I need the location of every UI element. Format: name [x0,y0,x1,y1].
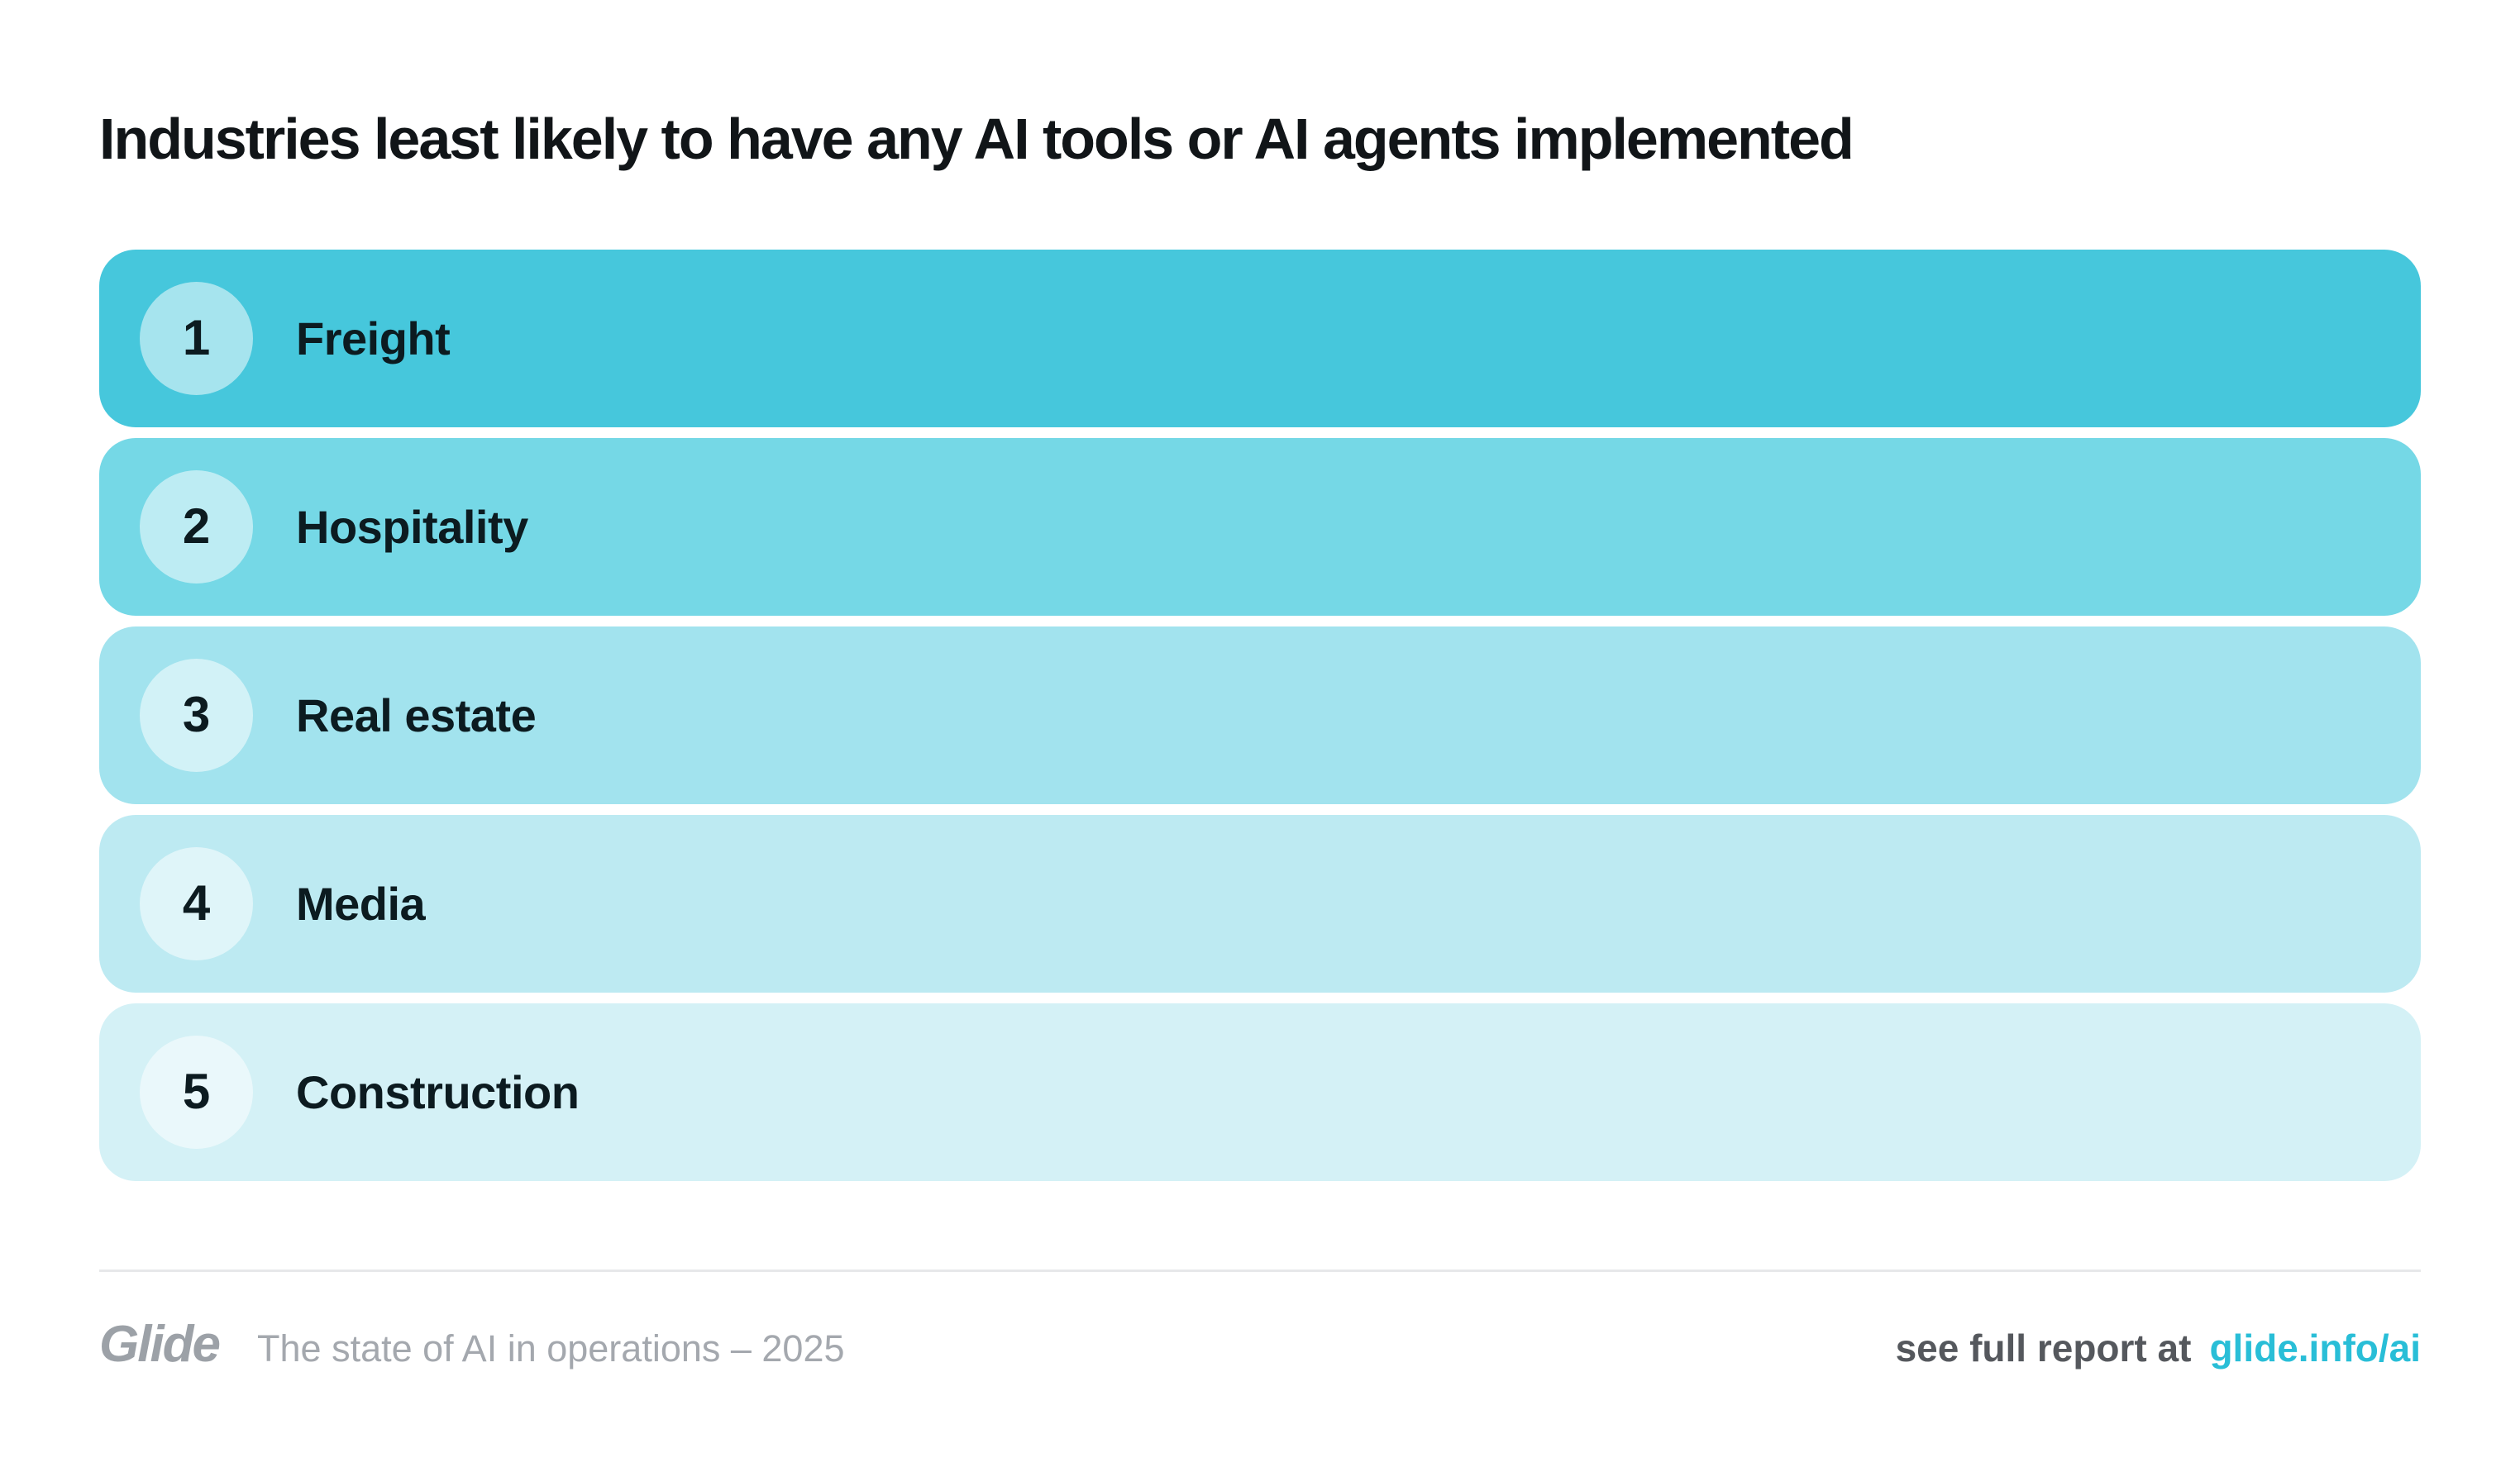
rank-bar-construction: 5 Construction [99,1003,2421,1181]
report-link[interactable]: glide.info/ai [2209,1326,2421,1370]
rank-bar-real-estate: 3 Real estate [99,626,2421,804]
footer-divider [99,1269,2421,1272]
report-source: The state of AI in operations – 2025 [257,1327,845,1370]
ranking-list: 1 Freight 2 Hospitality 3 Real estate 4 … [99,249,2421,1181]
rank-circle: 4 [140,846,253,960]
rank-number: 5 [182,1064,211,1119]
rank-circle: 2 [140,469,253,584]
glide-logo: Glide [99,1315,221,1373]
rank-bar-media: 4 Media [99,814,2421,993]
industry-label: Freight [296,312,451,364]
footer-cta: see full report at glide.info/ai [1896,1326,2421,1370]
rank-circle: 3 [140,658,253,772]
footer: Glide The state of AI in operations – 20… [99,1315,2421,1374]
rank-circle: 5 [140,1035,253,1149]
rank-bar-freight: 1 Freight [99,249,2421,427]
rank-number: 1 [182,310,211,365]
industry-label: Real estate [296,688,537,741]
cta-prefix: see full report at [1895,1326,2192,1370]
page-title: Industries least likely to have any AI t… [99,107,1854,171]
industry-label: Hospitality [296,500,528,553]
rank-circle: 1 [140,281,253,395]
rank-bar-hospitality: 2 Hospitality [99,437,2421,616]
rank-number: 3 [182,687,211,742]
rank-number: 4 [182,875,211,931]
rank-number: 2 [182,498,211,554]
industry-label: Media [296,877,426,930]
industry-label: Construction [296,1065,580,1118]
